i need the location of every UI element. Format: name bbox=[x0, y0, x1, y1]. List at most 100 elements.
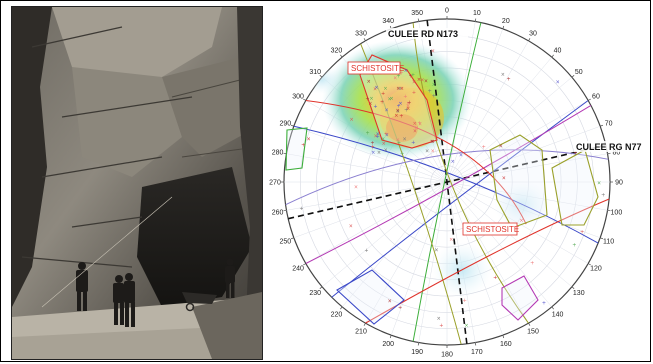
pole-mark: × bbox=[384, 147, 388, 153]
azimuth-tick bbox=[503, 26, 504, 29]
azimuth-label: 340 bbox=[382, 18, 394, 25]
pole-mark: + bbox=[463, 298, 467, 304]
azimuth-label: 20 bbox=[502, 18, 510, 25]
pole-mark: + bbox=[439, 323, 443, 329]
culee-rg-annotation: CULEE RG N77 bbox=[574, 141, 650, 152]
pole-mark: × bbox=[388, 298, 392, 304]
azimuth-label: 40 bbox=[554, 48, 562, 55]
azimuth-label: 240 bbox=[292, 266, 304, 273]
azimuth-tick bbox=[320, 287, 322, 289]
azimuth-label: 190 bbox=[411, 349, 423, 356]
azimuth-label: 310 bbox=[309, 69, 321, 76]
azimuth-tick bbox=[572, 75, 574, 77]
azimuth-tick bbox=[340, 307, 342, 309]
pole-mark: × bbox=[398, 101, 402, 107]
azimuth-label: 150 bbox=[527, 328, 539, 335]
azimuth-label: 140 bbox=[552, 311, 564, 318]
pole-mark: × bbox=[501, 72, 505, 78]
azimuth-label: 70 bbox=[605, 121, 613, 128]
azimuth-label: 320 bbox=[331, 48, 343, 55]
pole-mark: × bbox=[388, 96, 392, 102]
pole-mark: × bbox=[374, 85, 378, 91]
azimuth-label: 50 bbox=[575, 69, 583, 76]
azimuth-label: 170 bbox=[471, 349, 483, 356]
pole-mark: × bbox=[431, 148, 435, 154]
azimuth-tick bbox=[364, 38, 366, 41]
pole-mark: × bbox=[434, 248, 438, 254]
azimuth-label: 160 bbox=[500, 341, 512, 348]
pole-mark: × bbox=[431, 49, 435, 55]
azimuth-tick bbox=[291, 238, 294, 239]
azimuth-tick bbox=[529, 323, 531, 326]
pole-mark: × bbox=[381, 137, 385, 143]
azimuth-tick bbox=[364, 323, 366, 326]
pole-mark: + bbox=[299, 206, 303, 212]
pole-mark: + bbox=[428, 88, 432, 94]
rock-photo-image bbox=[12, 7, 262, 359]
pole-mark: + bbox=[493, 275, 497, 281]
azimuth-label: 260 bbox=[272, 209, 284, 216]
pole-mark: × bbox=[519, 218, 523, 224]
azimuth-tick bbox=[588, 99, 591, 101]
culee-rg-label: CULEE RG N77 bbox=[576, 142, 642, 152]
pole-mark: × bbox=[459, 152, 463, 158]
azimuth-tick bbox=[552, 55, 554, 57]
pole-mark: + bbox=[301, 143, 305, 149]
culee-rd-annotation: CULEE RD N173 bbox=[386, 28, 468, 39]
pole-mark: × bbox=[502, 176, 506, 182]
azimuth-label: 290 bbox=[280, 121, 292, 128]
pole-mark: × bbox=[367, 79, 371, 85]
azimuth-label: 280 bbox=[272, 150, 284, 157]
pole-mark: + bbox=[432, 94, 436, 100]
pole-mark: + bbox=[530, 261, 534, 267]
pole-mark: × bbox=[412, 79, 416, 85]
pole-mark: + bbox=[365, 130, 369, 136]
azimuth-label: 270 bbox=[269, 180, 281, 187]
pole-mark: × bbox=[402, 137, 406, 143]
pole-mark: + bbox=[580, 229, 584, 235]
pole-mark: × bbox=[350, 117, 354, 123]
pole-mark: + bbox=[380, 99, 384, 105]
azimuth-tick bbox=[529, 38, 531, 41]
pole-mark: × bbox=[464, 323, 468, 329]
pole-mark: + bbox=[542, 300, 546, 306]
azimuth-label: 10 bbox=[473, 10, 481, 17]
pole-mark: + bbox=[482, 145, 486, 151]
azimuth-label: 210 bbox=[355, 328, 367, 335]
azimuth-tick bbox=[600, 125, 603, 126]
pole-mark: + bbox=[316, 47, 320, 53]
azimuth-label: 110 bbox=[603, 238, 614, 245]
pole-mark: × bbox=[398, 86, 402, 92]
pole-mark: + bbox=[381, 91, 385, 97]
pole-mark: × bbox=[425, 148, 429, 154]
azimuth-tick bbox=[291, 125, 294, 126]
pole-mark: + bbox=[400, 151, 404, 157]
azimuth-label: 30 bbox=[529, 31, 537, 38]
pole-mark: × bbox=[424, 78, 428, 84]
schistosite-top-annotation: SCHISTOSITE bbox=[348, 62, 404, 74]
pole-mark: × bbox=[406, 106, 410, 112]
pole-mark: × bbox=[449, 237, 453, 243]
azimuth-label: 230 bbox=[309, 290, 321, 297]
pole-mark: + bbox=[373, 104, 377, 110]
azimuth-label: 250 bbox=[280, 238, 292, 245]
pole-mark: × bbox=[432, 82, 436, 88]
azimuth-label: 330 bbox=[355, 31, 367, 38]
azimuth-tick bbox=[572, 287, 574, 289]
pole-mark: × bbox=[354, 184, 358, 190]
pole-mark: × bbox=[369, 96, 373, 102]
schistosite-bottom-annotation: SCHISTOSITE bbox=[463, 223, 519, 235]
pole-mark: × bbox=[499, 143, 503, 149]
azimuth-label: 60 bbox=[592, 94, 600, 101]
pole-mark: + bbox=[409, 73, 413, 79]
pole-mark: + bbox=[507, 77, 511, 83]
pole-mark: + bbox=[572, 243, 576, 249]
schistosite-bottom-label: SCHISTOSITE bbox=[466, 225, 519, 234]
pole-mark: + bbox=[364, 248, 368, 254]
schistosite-top-label: SCHISTOSITE bbox=[351, 64, 404, 73]
rock-face-photo bbox=[11, 6, 263, 360]
pole-mark: × bbox=[414, 125, 418, 131]
azimuth-label: 180 bbox=[441, 352, 453, 359]
pole-mark: + bbox=[411, 140, 415, 146]
pole-mark: × bbox=[420, 78, 424, 84]
